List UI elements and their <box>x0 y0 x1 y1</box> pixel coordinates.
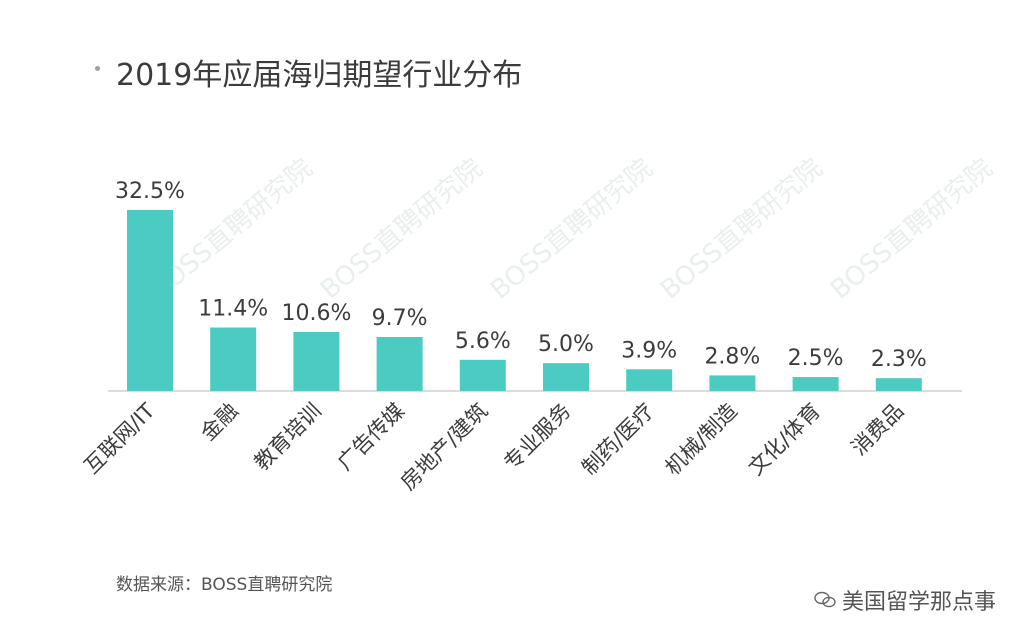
value-label-6: 5.0% <box>538 332 594 357</box>
background-watermark-2: BOSS直聘研究院 <box>315 153 488 305</box>
category-label-5: 房地产/建筑 <box>396 399 492 495</box>
value-label-10: 2.3% <box>871 347 927 372</box>
category-label-2: 金融 <box>196 399 243 446</box>
category-label-10: 消费品 <box>847 399 909 461</box>
category-label-4: 广告传媒 <box>333 399 409 475</box>
bar-3 <box>293 331 340 391</box>
title-bullet-dot <box>95 66 100 71</box>
value-label-7: 3.9% <box>621 338 677 363</box>
chart-title: 2019年应届海归期望行业分布 <box>116 58 523 93</box>
value-label-8: 2.8% <box>704 344 760 369</box>
background-watermark-3: BOSS直聘研究院 <box>485 153 658 305</box>
value-label-9: 2.5% <box>788 346 844 371</box>
bar-2 <box>210 327 257 391</box>
account-watermark: 美国留学那点事 <box>814 584 996 616</box>
bar-9 <box>792 377 839 391</box>
bar-4 <box>376 336 423 391</box>
category-label-7: 制药/医疗 <box>577 399 658 480</box>
chat-bubble-icon <box>814 591 836 608</box>
value-label-1: 32.5% <box>115 179 185 204</box>
category-label-8: 机械/制造 <box>661 399 742 480</box>
bar-1 <box>127 210 173 391</box>
category-label-3: 教育培训 <box>250 399 326 475</box>
category-label-6: 专业服务 <box>499 399 575 475</box>
watermark-text: 美国留学那点事 <box>841 590 996 615</box>
bar-10 <box>875 378 922 391</box>
value-label-4: 9.7% <box>372 306 428 331</box>
value-label-5: 5.6% <box>455 329 511 354</box>
value-label-2: 11.4% <box>198 297 268 322</box>
category-label-1: 互联网/IT <box>80 398 160 478</box>
bar-6 <box>543 363 589 391</box>
category-label-9: 文化/体育 <box>744 399 825 480</box>
data-source-note: 数据来源：BOSS直聘研究院 <box>116 575 333 595</box>
background-watermark-4: BOSS直聘研究院 <box>655 153 828 305</box>
bar-8 <box>709 375 756 391</box>
bar-5 <box>459 359 506 391</box>
bar-7 <box>626 369 673 391</box>
value-label-3: 10.6% <box>281 301 351 326</box>
background-watermark-5: BOSS直聘研究院 <box>825 153 998 305</box>
